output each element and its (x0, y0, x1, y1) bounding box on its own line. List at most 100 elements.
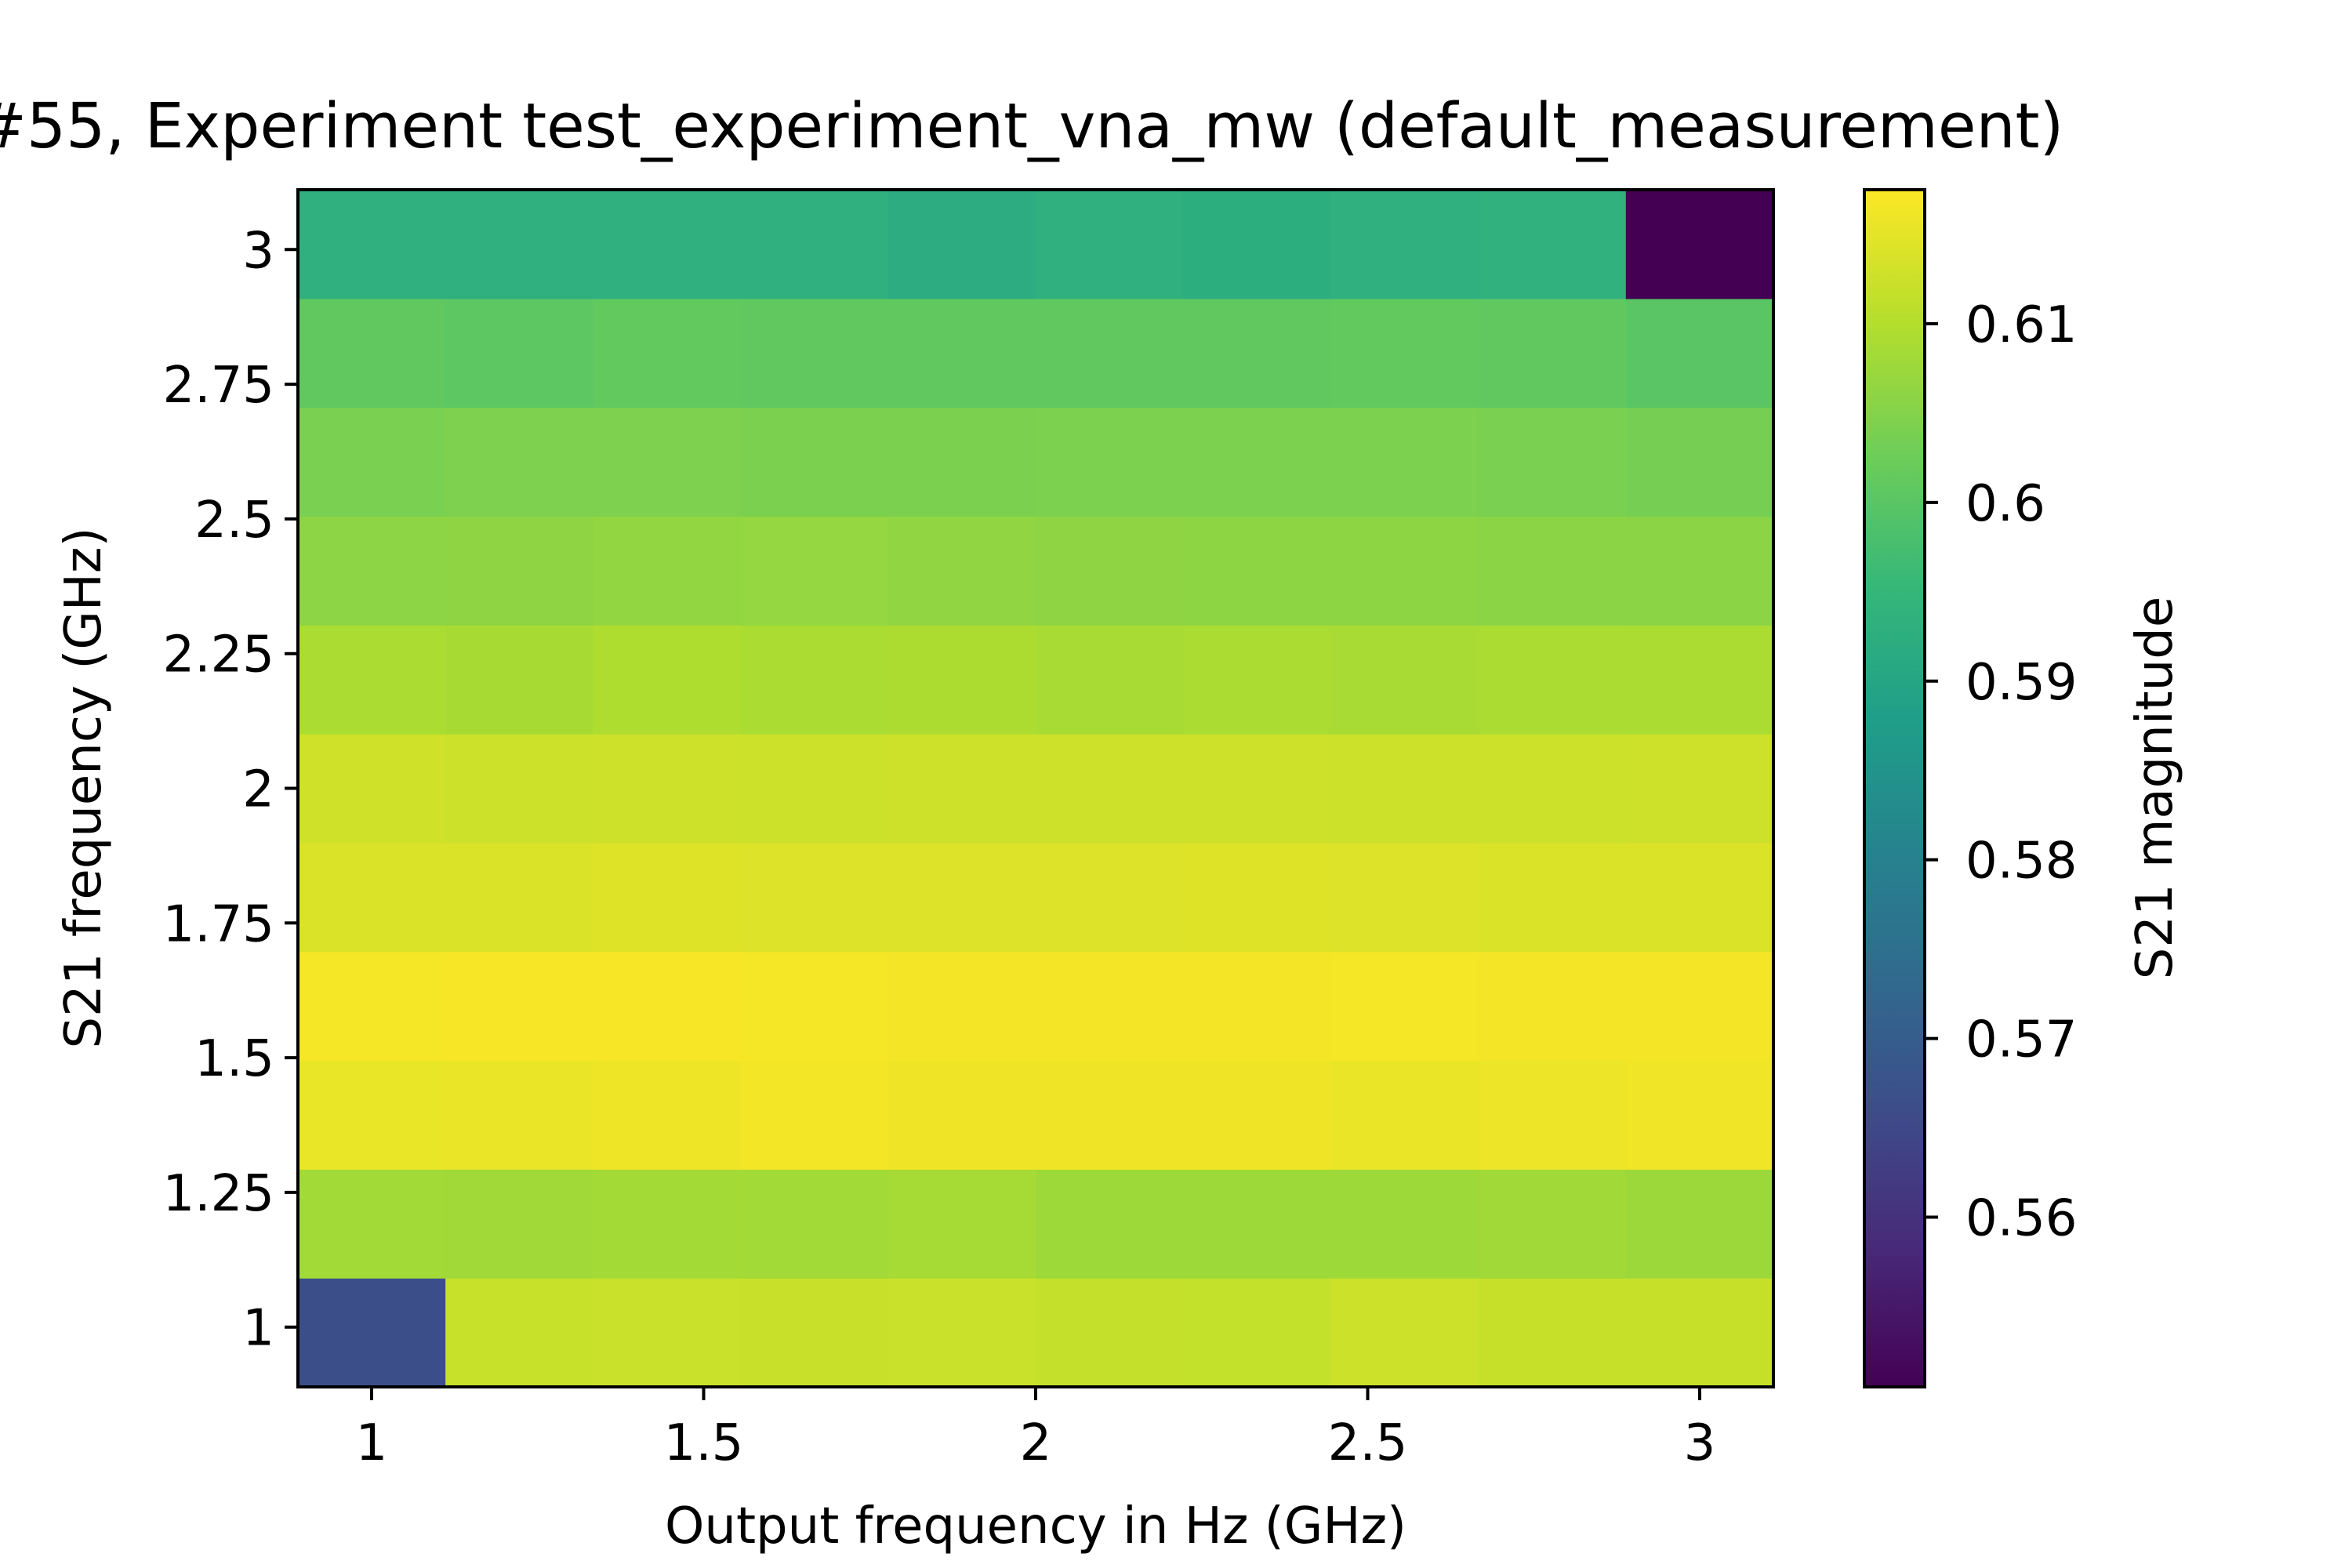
heatmap-cell (1478, 842, 1627, 953)
colorbar-label: S21 magnitude (2126, 597, 2184, 980)
x-tick-label: 2 (1020, 1414, 1052, 1472)
heatmap-cell (1625, 1169, 1774, 1279)
heatmap-cell (445, 951, 593, 1062)
heatmap-cell (1330, 407, 1479, 517)
heatmap-cell (1478, 625, 1627, 735)
heatmap-cell (1625, 1278, 1774, 1388)
heatmap-cell (1183, 298, 1331, 408)
heatmap-cell (1625, 734, 1774, 844)
heatmap-cell (1036, 842, 1184, 953)
heatmap-cell (740, 1060, 889, 1170)
x-axis-ticks: 1 1.5 2 2.5 3 (356, 1387, 1715, 1472)
heatmap-cell (740, 734, 889, 844)
heatmap-cell (1478, 1169, 1627, 1279)
heatmap-cell (298, 407, 446, 517)
heatmap-cell (1330, 842, 1479, 953)
heatmap-cell (887, 1060, 1036, 1170)
heatmap-cell (1625, 407, 1774, 517)
heatmap-cell (1625, 516, 1774, 626)
heatmap-cell (298, 842, 446, 953)
heatmap-cell (1478, 516, 1627, 626)
colorbar-tick-label: 0.6 (1965, 475, 2045, 533)
heatmap-cell (1625, 625, 1774, 735)
heatmap-cell (593, 734, 742, 844)
heatmap-cell (1183, 951, 1331, 1062)
heatmap-cell (1183, 407, 1331, 517)
heatmap-cell (445, 1278, 593, 1388)
heatmap-cell (1478, 407, 1627, 517)
heatmap-cell (740, 516, 889, 626)
colorbar-tick-label: 0.58 (1965, 833, 2078, 891)
heatmap-cell (1183, 190, 1331, 299)
heatmap-cell (1330, 951, 1479, 1062)
heatmap-cell (593, 951, 742, 1062)
y-tick-label: 1.5 (194, 1030, 274, 1088)
heatmap-cell (593, 1060, 742, 1170)
y-tick-label: 1.25 (163, 1165, 275, 1223)
y-tick-label: 1 (242, 1300, 274, 1358)
heatmap-cell (1036, 1060, 1184, 1170)
heatmap-cell (1036, 190, 1184, 299)
heatmap-cell (887, 298, 1036, 408)
heatmap-cell (1036, 734, 1184, 844)
y-tick-label: 2 (242, 761, 274, 819)
heatmap-cell (445, 625, 593, 735)
heatmap-cell (1625, 298, 1774, 408)
y-tick-label: 2.75 (163, 357, 275, 415)
heatmap-cell (593, 842, 742, 953)
heatmap-cell (740, 1169, 889, 1279)
y-axis-ticks: 1 1.25 1.5 1.75 2 2.25 2.5 2.75 3 (163, 222, 298, 1358)
heatmap-cell (445, 1060, 593, 1170)
heatmap-cell (1625, 1060, 1774, 1170)
heatmap-cell (1330, 1060, 1479, 1170)
colorbar-tick-label: 0.59 (1965, 654, 2078, 712)
heatmap-cell (740, 842, 889, 953)
heatmap-cell (593, 516, 742, 626)
heatmap-cell (887, 842, 1036, 953)
y-tick-label: 1.75 (163, 895, 275, 953)
heatmap-cell (1183, 1060, 1331, 1170)
heatmap-cell (887, 625, 1036, 735)
heatmap-cell (298, 1169, 446, 1279)
heatmap-cell (298, 1278, 446, 1388)
heatmap-cell (1330, 1169, 1479, 1279)
heatmap-cell (1036, 298, 1184, 408)
colorbar-tick-label: 0.61 (1965, 296, 2078, 354)
heatmap-cell (1478, 734, 1627, 844)
y-tick-label: 2.5 (194, 492, 274, 550)
heatmap-cell (445, 1169, 593, 1279)
heatmap-cell (1036, 516, 1184, 626)
heatmap-cell (298, 516, 446, 626)
heatmap-cell (593, 298, 742, 408)
heatmap-cell (1330, 1278, 1479, 1388)
colorbar-ticks: 0.56 0.57 0.58 0.59 0.6 0.61 (1925, 296, 2078, 1247)
heatmap-cell (1183, 842, 1331, 953)
heatmap-cell (1036, 1169, 1184, 1279)
colorbar (1863, 188, 1926, 1388)
x-tick-label: 2.5 (1328, 1414, 1408, 1472)
heatmap-cell (445, 190, 593, 299)
colorbar-tick-label: 0.56 (1965, 1189, 2078, 1247)
heatmap-cell (1183, 734, 1331, 844)
heatmap-cell (1183, 516, 1331, 626)
heatmap-cell (1625, 951, 1774, 1062)
heatmap-cell (593, 407, 742, 517)
heatmap-cell (1478, 190, 1627, 299)
heatmap-cell (1183, 625, 1331, 735)
heatmap-cell (887, 1278, 1036, 1388)
heatmap-cell (1478, 951, 1627, 1062)
heatmap-cell (445, 407, 593, 517)
heatmap-cell (445, 298, 593, 408)
y-tick-label: 3 (242, 222, 274, 280)
heatmap-cell (1478, 298, 1627, 408)
heatmap-cell (740, 407, 889, 517)
heatmap-cell (298, 298, 446, 408)
heatmap-cell (740, 1278, 889, 1388)
heatmap-cell (298, 1060, 446, 1170)
chart-title: #55, Experiment test_experiment_vna_mw (… (0, 90, 2063, 162)
heatmap-cell (1036, 951, 1184, 1062)
y-tick-label: 2.25 (163, 626, 275, 684)
y-axis-label: S21 frequency (GHz) (55, 528, 113, 1049)
heatmap-cell (887, 951, 1036, 1062)
colorbar-tick-label: 0.57 (1965, 1011, 2078, 1069)
